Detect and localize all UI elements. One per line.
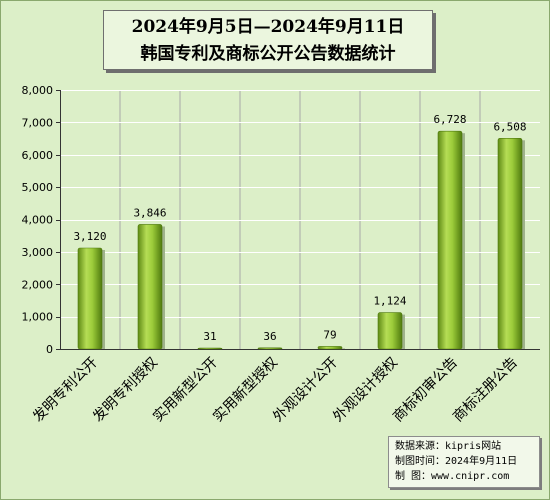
bar-value-label: 79 bbox=[323, 328, 336, 341]
bar bbox=[377, 312, 403, 350]
bar bbox=[197, 347, 223, 350]
chart-title-subject: 韩国专利及商标公开公告数据统计 bbox=[140, 44, 396, 64]
chart-title-date-range: 2024年9月5日—2024年9月11日 bbox=[131, 17, 405, 37]
bar-value-label: 3,846 bbox=[133, 206, 166, 219]
source-note-author: 制 图：www.cnipr.com bbox=[395, 471, 510, 482]
y-tick-label: 5,000 bbox=[22, 181, 54, 194]
bar-value-label: 6,508 bbox=[493, 120, 526, 133]
chart-title-box: 2024年9月5日—2024年9月11日 韩国专利及商标公开公告数据统计 bbox=[103, 10, 433, 70]
y-tick-label: 7,000 bbox=[22, 116, 54, 129]
bar bbox=[77, 247, 103, 350]
y-tick-label: 3,000 bbox=[22, 246, 54, 259]
y-tick-label: 4,000 bbox=[22, 214, 54, 227]
bar-value-label: 6,728 bbox=[433, 113, 466, 126]
bar bbox=[317, 346, 343, 350]
bar-value-label: 36 bbox=[263, 330, 276, 343]
bar bbox=[497, 138, 523, 350]
source-note-data-source: 数据来源：kipris网站 bbox=[395, 441, 502, 452]
source-note-box: 数据来源：kipris网站 制图时间：2024年9月11日 制 图：www.cn… bbox=[388, 436, 540, 488]
y-tick-label: 0 bbox=[46, 343, 53, 356]
y-tick-label: 8,000 bbox=[22, 84, 54, 97]
y-tick-label: 1,000 bbox=[22, 311, 54, 324]
bar bbox=[137, 224, 163, 350]
y-tick-label: 2,000 bbox=[22, 278, 54, 291]
bar bbox=[257, 347, 283, 350]
x-tick-label: 商标注册公告 bbox=[450, 355, 521, 426]
bar-value-label: 31 bbox=[203, 330, 216, 343]
y-tick-label: 6,000 bbox=[22, 149, 54, 162]
source-note-date: 制图时间：2024年9月11日 bbox=[395, 456, 518, 467]
bar bbox=[437, 130, 463, 350]
bar-value-label: 1,124 bbox=[373, 295, 406, 308]
bar-value-label: 3,120 bbox=[73, 230, 106, 243]
